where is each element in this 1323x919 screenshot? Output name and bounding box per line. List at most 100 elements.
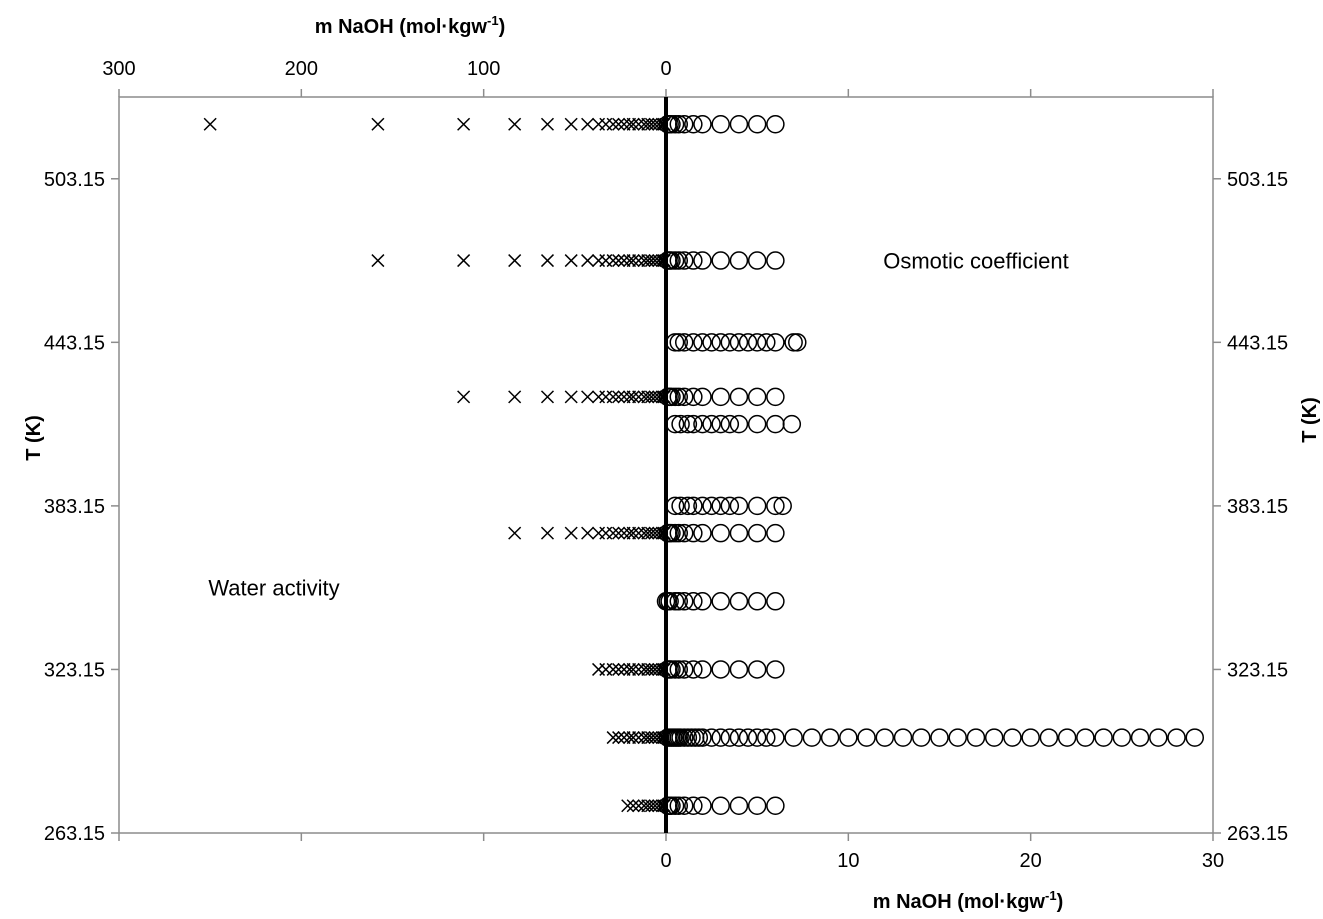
osmotic-point bbox=[693, 796, 712, 815]
bottom-tick-label: 20 bbox=[1020, 850, 1042, 872]
water-activity-point bbox=[617, 662, 631, 676]
water-activity-point bbox=[626, 390, 640, 404]
water-activity-point bbox=[632, 526, 646, 540]
water-activity-point bbox=[606, 731, 620, 745]
osmotic-point bbox=[671, 414, 690, 434]
osmotic-point bbox=[1057, 728, 1077, 747]
osmotic-point bbox=[747, 796, 767, 815]
osmotic-point bbox=[674, 523, 694, 543]
osmotic-point bbox=[669, 796, 689, 815]
osmotic-point bbox=[693, 251, 712, 270]
osmotic-point bbox=[1167, 728, 1186, 747]
osmotic-point bbox=[857, 728, 876, 747]
osmotic-point bbox=[702, 496, 721, 516]
osmotic-point bbox=[1039, 728, 1059, 747]
osmotic-point bbox=[729, 251, 749, 270]
water-activity-point bbox=[632, 390, 646, 404]
water-activity-point bbox=[617, 254, 631, 268]
water-activity-point bbox=[540, 254, 555, 268]
osmotic-point bbox=[757, 333, 776, 352]
osmotic-point bbox=[766, 728, 785, 747]
osmotic-point bbox=[1076, 728, 1095, 747]
osmotic-point bbox=[729, 660, 749, 679]
osmotic-point bbox=[693, 496, 712, 516]
osmotic-point bbox=[782, 414, 802, 434]
water-activity-point bbox=[632, 731, 646, 745]
osmotic-point bbox=[729, 728, 749, 747]
osmotic-point bbox=[678, 414, 698, 434]
left-tick-label: 503.15 bbox=[44, 169, 105, 191]
osmotic-point bbox=[766, 523, 785, 543]
water-activity-point bbox=[581, 254, 595, 268]
osmotic-point bbox=[766, 592, 785, 611]
osmotic-point bbox=[747, 728, 767, 747]
axis-ticks bbox=[111, 89, 1221, 841]
osmotic-point bbox=[729, 592, 749, 611]
osmotic-point bbox=[984, 728, 1004, 747]
osmotic-point bbox=[1021, 728, 1040, 747]
osmotic-point bbox=[674, 387, 694, 407]
osmotic-point bbox=[693, 523, 712, 543]
osmotic-point bbox=[669, 660, 689, 679]
osmotic-point bbox=[948, 728, 967, 747]
osmotic-point bbox=[766, 333, 785, 352]
osmotic-point bbox=[747, 496, 767, 516]
osmotic-point bbox=[665, 414, 685, 434]
water-activity-point bbox=[632, 254, 646, 268]
osmotic-point bbox=[684, 660, 703, 679]
osmotic-point bbox=[729, 523, 749, 543]
osmotic-point bbox=[1094, 728, 1113, 747]
osmotic-point bbox=[674, 592, 694, 611]
water-activity-point bbox=[626, 731, 640, 745]
osmotic-point bbox=[684, 251, 703, 270]
osmotic-point bbox=[930, 728, 949, 747]
osmotic-point bbox=[711, 115, 730, 134]
osmotic-point bbox=[766, 796, 785, 815]
water-activity-point bbox=[371, 254, 385, 268]
left-axis-title: T (K) bbox=[23, 415, 45, 461]
water-activity-point bbox=[623, 731, 637, 745]
water-activity-point bbox=[371, 117, 385, 131]
water-activity-point bbox=[540, 526, 555, 540]
osmotic-point bbox=[674, 115, 694, 134]
osmotic-point bbox=[693, 592, 712, 611]
osmotic-point bbox=[784, 728, 803, 747]
water-activity-point bbox=[617, 731, 631, 745]
osmotic-point bbox=[669, 592, 689, 611]
tick-labels: 0 10 20 30 300 200 100 0 263.15 323.15 383.15 443.1… bbox=[44, 58, 1288, 872]
osmotic-point bbox=[684, 414, 703, 434]
osmotic-point bbox=[693, 115, 712, 134]
osmotic-point bbox=[674, 660, 694, 679]
left-tick-label: 323.15 bbox=[44, 659, 105, 681]
water-activity-point bbox=[626, 799, 640, 813]
osmotic-point bbox=[912, 728, 931, 747]
osmotic-point bbox=[747, 333, 767, 352]
osmotic-point bbox=[747, 387, 767, 407]
top-tick-label: 100 bbox=[467, 58, 500, 80]
water-activity-point bbox=[612, 254, 626, 268]
osmotic-point bbox=[669, 333, 689, 352]
left-tick-label: 383.15 bbox=[44, 496, 105, 518]
osmotic-point bbox=[674, 333, 694, 352]
osmotic-point bbox=[684, 387, 703, 407]
osmotic-point bbox=[1149, 728, 1168, 747]
right-tick-label: 263.15 bbox=[1227, 823, 1288, 845]
osmotic-point bbox=[720, 496, 740, 516]
bottom-axis-title: m NaOH (mol·kgw-1) bbox=[873, 888, 1063, 913]
water-activity-point bbox=[508, 526, 522, 540]
osmotic-point bbox=[773, 496, 792, 516]
osmotic-point bbox=[711, 523, 730, 543]
osmotic-point bbox=[720, 414, 740, 434]
osmotic-point bbox=[693, 387, 712, 407]
water-activity-point bbox=[581, 117, 595, 131]
right-axis-title: T (K) bbox=[1299, 397, 1321, 443]
osmotic-point bbox=[678, 496, 698, 516]
osmotic-point bbox=[684, 115, 703, 134]
osmotic-point bbox=[766, 660, 785, 679]
osmotic-point bbox=[720, 728, 740, 747]
osmotic-point bbox=[702, 333, 721, 352]
annotation-osmotic-coefficient: Osmotic coefficient bbox=[883, 249, 1068, 274]
water-activity-point bbox=[623, 390, 637, 404]
annotation-water-activity: Water activity bbox=[208, 576, 339, 601]
osmotic-point bbox=[766, 115, 785, 134]
